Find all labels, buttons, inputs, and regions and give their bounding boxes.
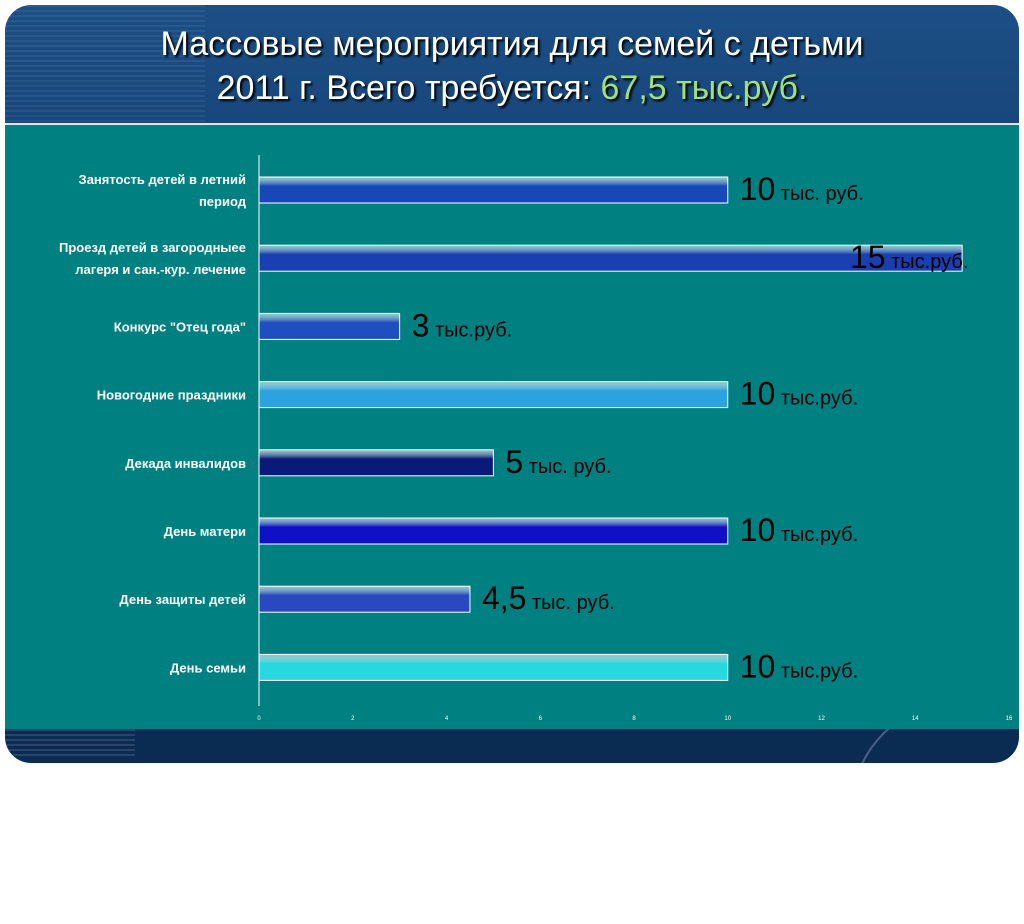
decorative-stripes (5, 5, 205, 125)
x-tick-label: 14 (912, 716, 919, 722)
bar (258, 517, 729, 545)
category-label-line: Проезд детей в загородныее (59, 240, 246, 255)
category-label: Конкурс "Отец года" (114, 319, 246, 334)
bar (258, 653, 729, 681)
category-label: День защиты детей (119, 592, 246, 607)
value-label-number: 4,5 (482, 580, 526, 616)
bar (258, 449, 494, 477)
title-line-1: Массовые мероприятия для семей с детьми (160, 25, 864, 63)
x-tick-label: 6 (539, 716, 543, 722)
x-tick-label: 8 (632, 716, 636, 722)
x-tick-label: 2 (351, 716, 355, 722)
value-label-unit: тыс.руб. (775, 660, 858, 682)
value-label: 4,5 тыс. руб. (482, 580, 615, 616)
bar (258, 381, 729, 409)
value-label: 10 тыс. руб. (740, 171, 864, 207)
category-label: Занятость детей в летний период (79, 172, 247, 209)
category-label: День матери (164, 524, 246, 539)
bar (258, 244, 963, 272)
category-label-line: Конкурс "Отец года" (114, 319, 246, 334)
category-label-line: лагеря и сан.-кур. лечение (75, 262, 246, 277)
value-label-unit: тыс. руб. (775, 183, 863, 205)
value-label-number: 10 (740, 376, 776, 412)
category-label-line: Новогодние праздники (97, 388, 246, 403)
value-label-number: 15 (850, 239, 886, 275)
category-label: День семьи (170, 660, 246, 675)
bar (258, 585, 471, 613)
category-label-line: Декада инвалидов (125, 456, 246, 471)
category-label-line: День защиты детей (119, 592, 246, 607)
title-total-amount: 67,5 тыс.руб. (600, 69, 808, 107)
value-label: 5 тыс. руб. (505, 444, 611, 480)
x-tick-label: 0 (257, 716, 261, 722)
slide-title: Массовые мероприятия для семей с детьми … (0, 22, 1024, 110)
category-label-line: Занятость детей в летний (79, 172, 246, 187)
bar (258, 176, 729, 204)
x-tick-label: 10 (724, 716, 731, 722)
x-tick-label: 16 (1006, 716, 1013, 722)
value-label-number: 5 (505, 444, 523, 480)
category-label-line: период (199, 194, 247, 209)
bar (258, 312, 401, 340)
category-label: Проезд детей в загородныее лагеря и сан.-… (59, 240, 246, 277)
value-label: 10 тыс.руб. (740, 648, 858, 684)
value-label-unit: тыс.руб. (775, 524, 858, 546)
value-label-unit: тыс.руб. (886, 251, 969, 273)
value-label-number: 10 (740, 171, 776, 207)
value-label-number: 3 (412, 307, 430, 343)
value-label-number: 10 (740, 648, 776, 684)
x-tick-label: 4 (445, 716, 449, 722)
value-label-unit: тыс. руб. (523, 456, 611, 478)
category-label-line: День матери (164, 524, 246, 539)
title-line-2: 2011 г. Всего требуется: 67,5 тыс.руб. (0, 66, 1024, 110)
value-label: 15 тыс.руб. (850, 239, 968, 275)
category-label-line: День семьи (170, 660, 246, 675)
x-tick-label: 12 (818, 716, 825, 722)
bar-chart: 0 2 4 6 8 10 12 14 16 Занятость детей в летний пе… (59, 155, 1013, 722)
panel-top-border (5, 123, 1019, 125)
value-label: 10 тыс.руб. (740, 376, 858, 412)
value-label: 10 тыс.руб. (740, 512, 858, 548)
category-label: Декада инвалидов (125, 456, 246, 471)
category-label: Новогодние праздники (97, 388, 246, 403)
chart-panel (5, 125, 1019, 729)
decorative-bottom-stripes (5, 729, 135, 759)
value-label-unit: тыс.руб. (775, 388, 858, 410)
value-label: 3 тыс.руб. (412, 307, 513, 343)
title-line-2-prefix: 2011 г. Всего требуется: (216, 69, 601, 107)
value-label-number: 10 (740, 512, 776, 548)
value-label-unit: тыс.руб. (429, 319, 512, 341)
value-label-unit: тыс. руб. (526, 592, 614, 614)
